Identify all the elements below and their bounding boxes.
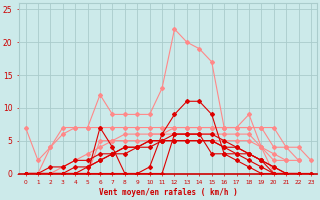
X-axis label: Vent moyen/en rafales ( km/h ): Vent moyen/en rafales ( km/h ) [99,188,238,197]
